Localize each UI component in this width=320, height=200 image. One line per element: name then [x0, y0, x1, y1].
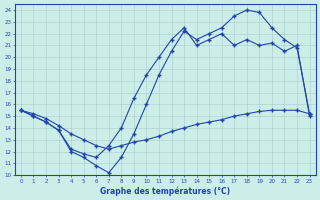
X-axis label: Graphe des températures (°C): Graphe des températures (°C) [100, 186, 230, 196]
